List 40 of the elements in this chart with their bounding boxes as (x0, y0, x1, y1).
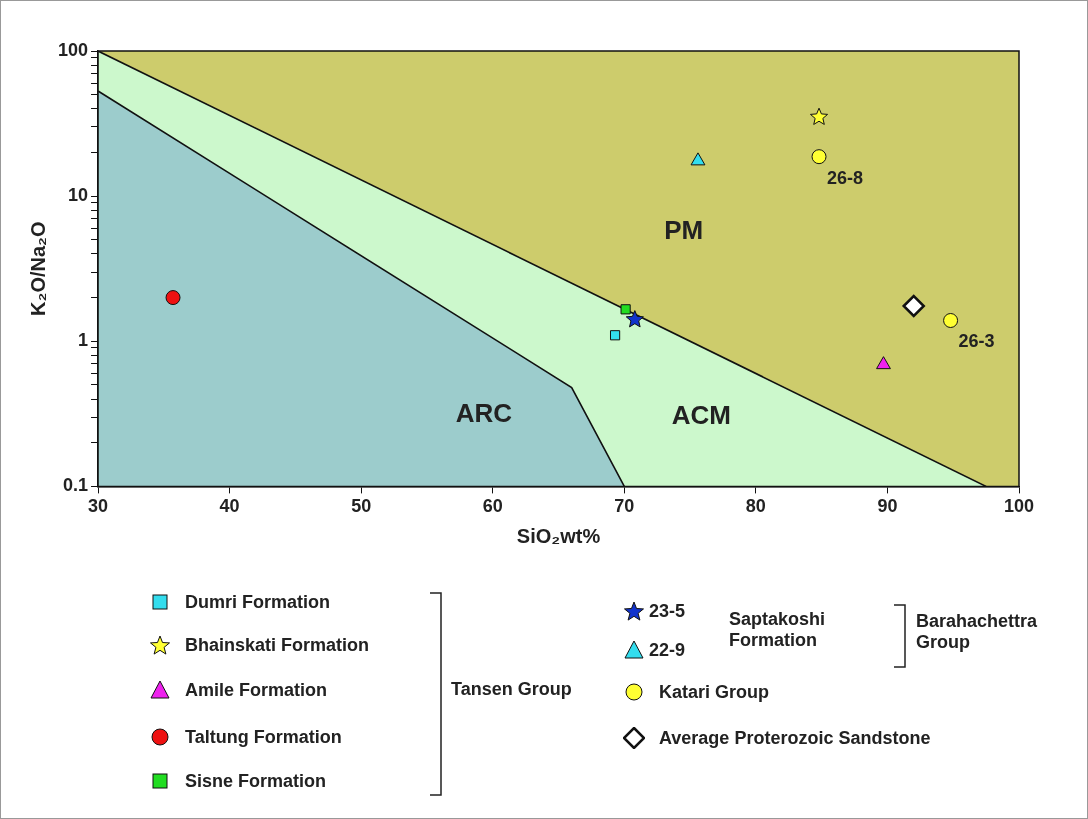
x-tick-label: 80 (745, 496, 766, 517)
legend-label: Dumri Formation (185, 591, 331, 613)
annotation: 26-8 (827, 167, 864, 188)
point (811, 149, 827, 165)
x-axis-title: SiO₂wt% (516, 524, 601, 547)
point (620, 304, 631, 315)
x-tick-label: 70 (614, 496, 635, 517)
text: Saptakoshi Formation (729, 609, 827, 651)
annotation: ARC (455, 397, 513, 428)
text: Tansen Group (451, 679, 573, 700)
y-axis-title: K₂O/Na₂O (26, 221, 49, 316)
point (943, 313, 959, 329)
x-tick-label: 90 (877, 496, 898, 517)
point (165, 290, 181, 306)
text: Barahachettra Group (916, 611, 1039, 653)
x-tick-label: 30 (88, 496, 109, 517)
y-tick-label: 1 (78, 330, 89, 351)
annotation: ACM (671, 399, 731, 430)
legend-label: Sisne Formation (185, 770, 327, 792)
legend-label: Bhainskati Formation (185, 634, 370, 656)
x-tick-label: 60 (482, 496, 503, 517)
point (609, 330, 621, 341)
point (902, 294, 925, 318)
y-tick-label: 10 (68, 185, 89, 206)
x-tick-label: 100 (1003, 496, 1035, 517)
legend-label: Taltung Formation (185, 726, 342, 748)
legend-label: Katari Group (659, 681, 770, 703)
point (809, 107, 829, 125)
legend-label: Amile Formation (185, 679, 328, 701)
legend-label: Average Proterozoic Sandstone (659, 727, 931, 749)
annotation: PM (664, 214, 704, 245)
legend-label: 23-5 (649, 600, 686, 622)
x-tick-label: 50 (351, 496, 372, 517)
x-tick-label: 40 (219, 496, 240, 517)
y-tick-label: 100 (57, 39, 89, 60)
annotation: 26-3 (958, 331, 995, 352)
point (625, 310, 644, 328)
point (690, 152, 706, 166)
y-tick-label: 0.1 (63, 475, 89, 496)
legend-label: 22-9 (649, 639, 686, 661)
